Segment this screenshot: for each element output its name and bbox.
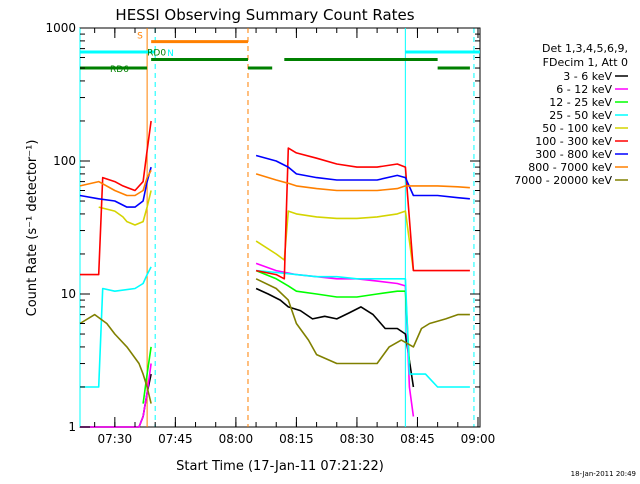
x-tick-label-0: 07:30 — [98, 432, 133, 446]
state-bar-label-0: S — [137, 32, 143, 42]
legend-label-6: 300 - 800 keV — [535, 148, 612, 161]
legend-header-line-2: FDecim 1, Att 0 — [543, 56, 628, 69]
y-tick-label-3: 1000 — [45, 21, 76, 35]
legend-label-5: 100 - 300 keV — [535, 135, 612, 148]
x-tick-label-6: 09:00 — [461, 432, 496, 446]
series-layer — [79, 120, 470, 428]
series-800-7000-kev-line-0 — [79, 170, 152, 197]
legend-label-3: 25 - 50 keV — [549, 109, 612, 122]
legend-label-2: 12 - 25 keV — [549, 96, 612, 109]
y-tick-label-2: 100 — [53, 154, 76, 168]
y-axis-title: Count Rate (s⁻¹ detector⁻¹) — [25, 140, 40, 317]
chart-title: HESSI Observing Summary Count Rates — [115, 6, 414, 24]
state-bar-label-3: RD0 — [147, 48, 166, 58]
series-100-300-kev-line-1 — [255, 147, 470, 280]
axes-layer: 07:30 07:45 08:00 08:15 08:30 08:45 09:00 1 10 10… — [45, 21, 495, 446]
footer-timestamp: 18-Jan-2011 20:49 — [571, 470, 636, 478]
legend-label-1: 6 - 12 keV — [556, 83, 612, 96]
legend-label-4: 50 - 100 keV — [542, 122, 612, 135]
legend-header-line-1: Det 1,3,4,5,6,9, — [542, 42, 628, 55]
y-tick-label-1: 10 — [61, 287, 76, 301]
legend: Det 1,3,4,5,6,9, FDecim 1, Att 0 3 - 6 k… — [514, 42, 628, 187]
series-7000-20000-kev-line-1 — [255, 278, 470, 365]
series-6-12-kev-line-1 — [255, 262, 415, 417]
series-800-7000-kev-line-1 — [255, 173, 470, 192]
legend-label-7: 800 - 7000 keV — [528, 161, 612, 174]
series-3-6-kev-line-1 — [255, 287, 415, 388]
series-12-25-kev-line-1 — [255, 269, 411, 364]
series-7000-20000-kev-line-0 — [79, 313, 152, 404]
y-tick-label-0: 1 — [68, 420, 76, 434]
x-tick-label-5: 08:45 — [400, 432, 435, 446]
series-50-100-kev-line-1 — [255, 210, 415, 271]
vertical-markers-layer — [79, 28, 475, 427]
series-12-25-kev-line-0 — [142, 346, 152, 404]
series-50-100-kev-line-0 — [98, 190, 152, 226]
series-300-800-kev-line-1 — [255, 154, 470, 200]
x-tick-label-1: 07:45 — [158, 432, 193, 446]
state-bar-label-1: N — [167, 49, 174, 59]
x-tick-label-2: 08:00 — [219, 432, 254, 446]
legend-label-0: 3 - 6 keV — [563, 70, 612, 83]
series-6-12-kev-line-0 — [80, 363, 152, 428]
x-tick-label-4: 08:30 — [340, 432, 375, 446]
series-3-6-kev-line-0 — [80, 373, 152, 428]
x-axis-title: Start Time (17-Jan-11 07:21:22) — [176, 459, 384, 474]
x-tick-label-3: 08:15 — [279, 432, 314, 446]
legend-label-8: 7000 - 20000 keV — [514, 174, 612, 187]
series-100-300-kev-line-0 — [80, 120, 152, 276]
series-25-50-kev-line-0 — [80, 266, 152, 388]
series-300-800-kev-line-0 — [79, 166, 152, 208]
state-bar-label-5: RD6 — [110, 65, 129, 75]
series-25-50-kev-line-1 — [256, 269, 470, 388]
